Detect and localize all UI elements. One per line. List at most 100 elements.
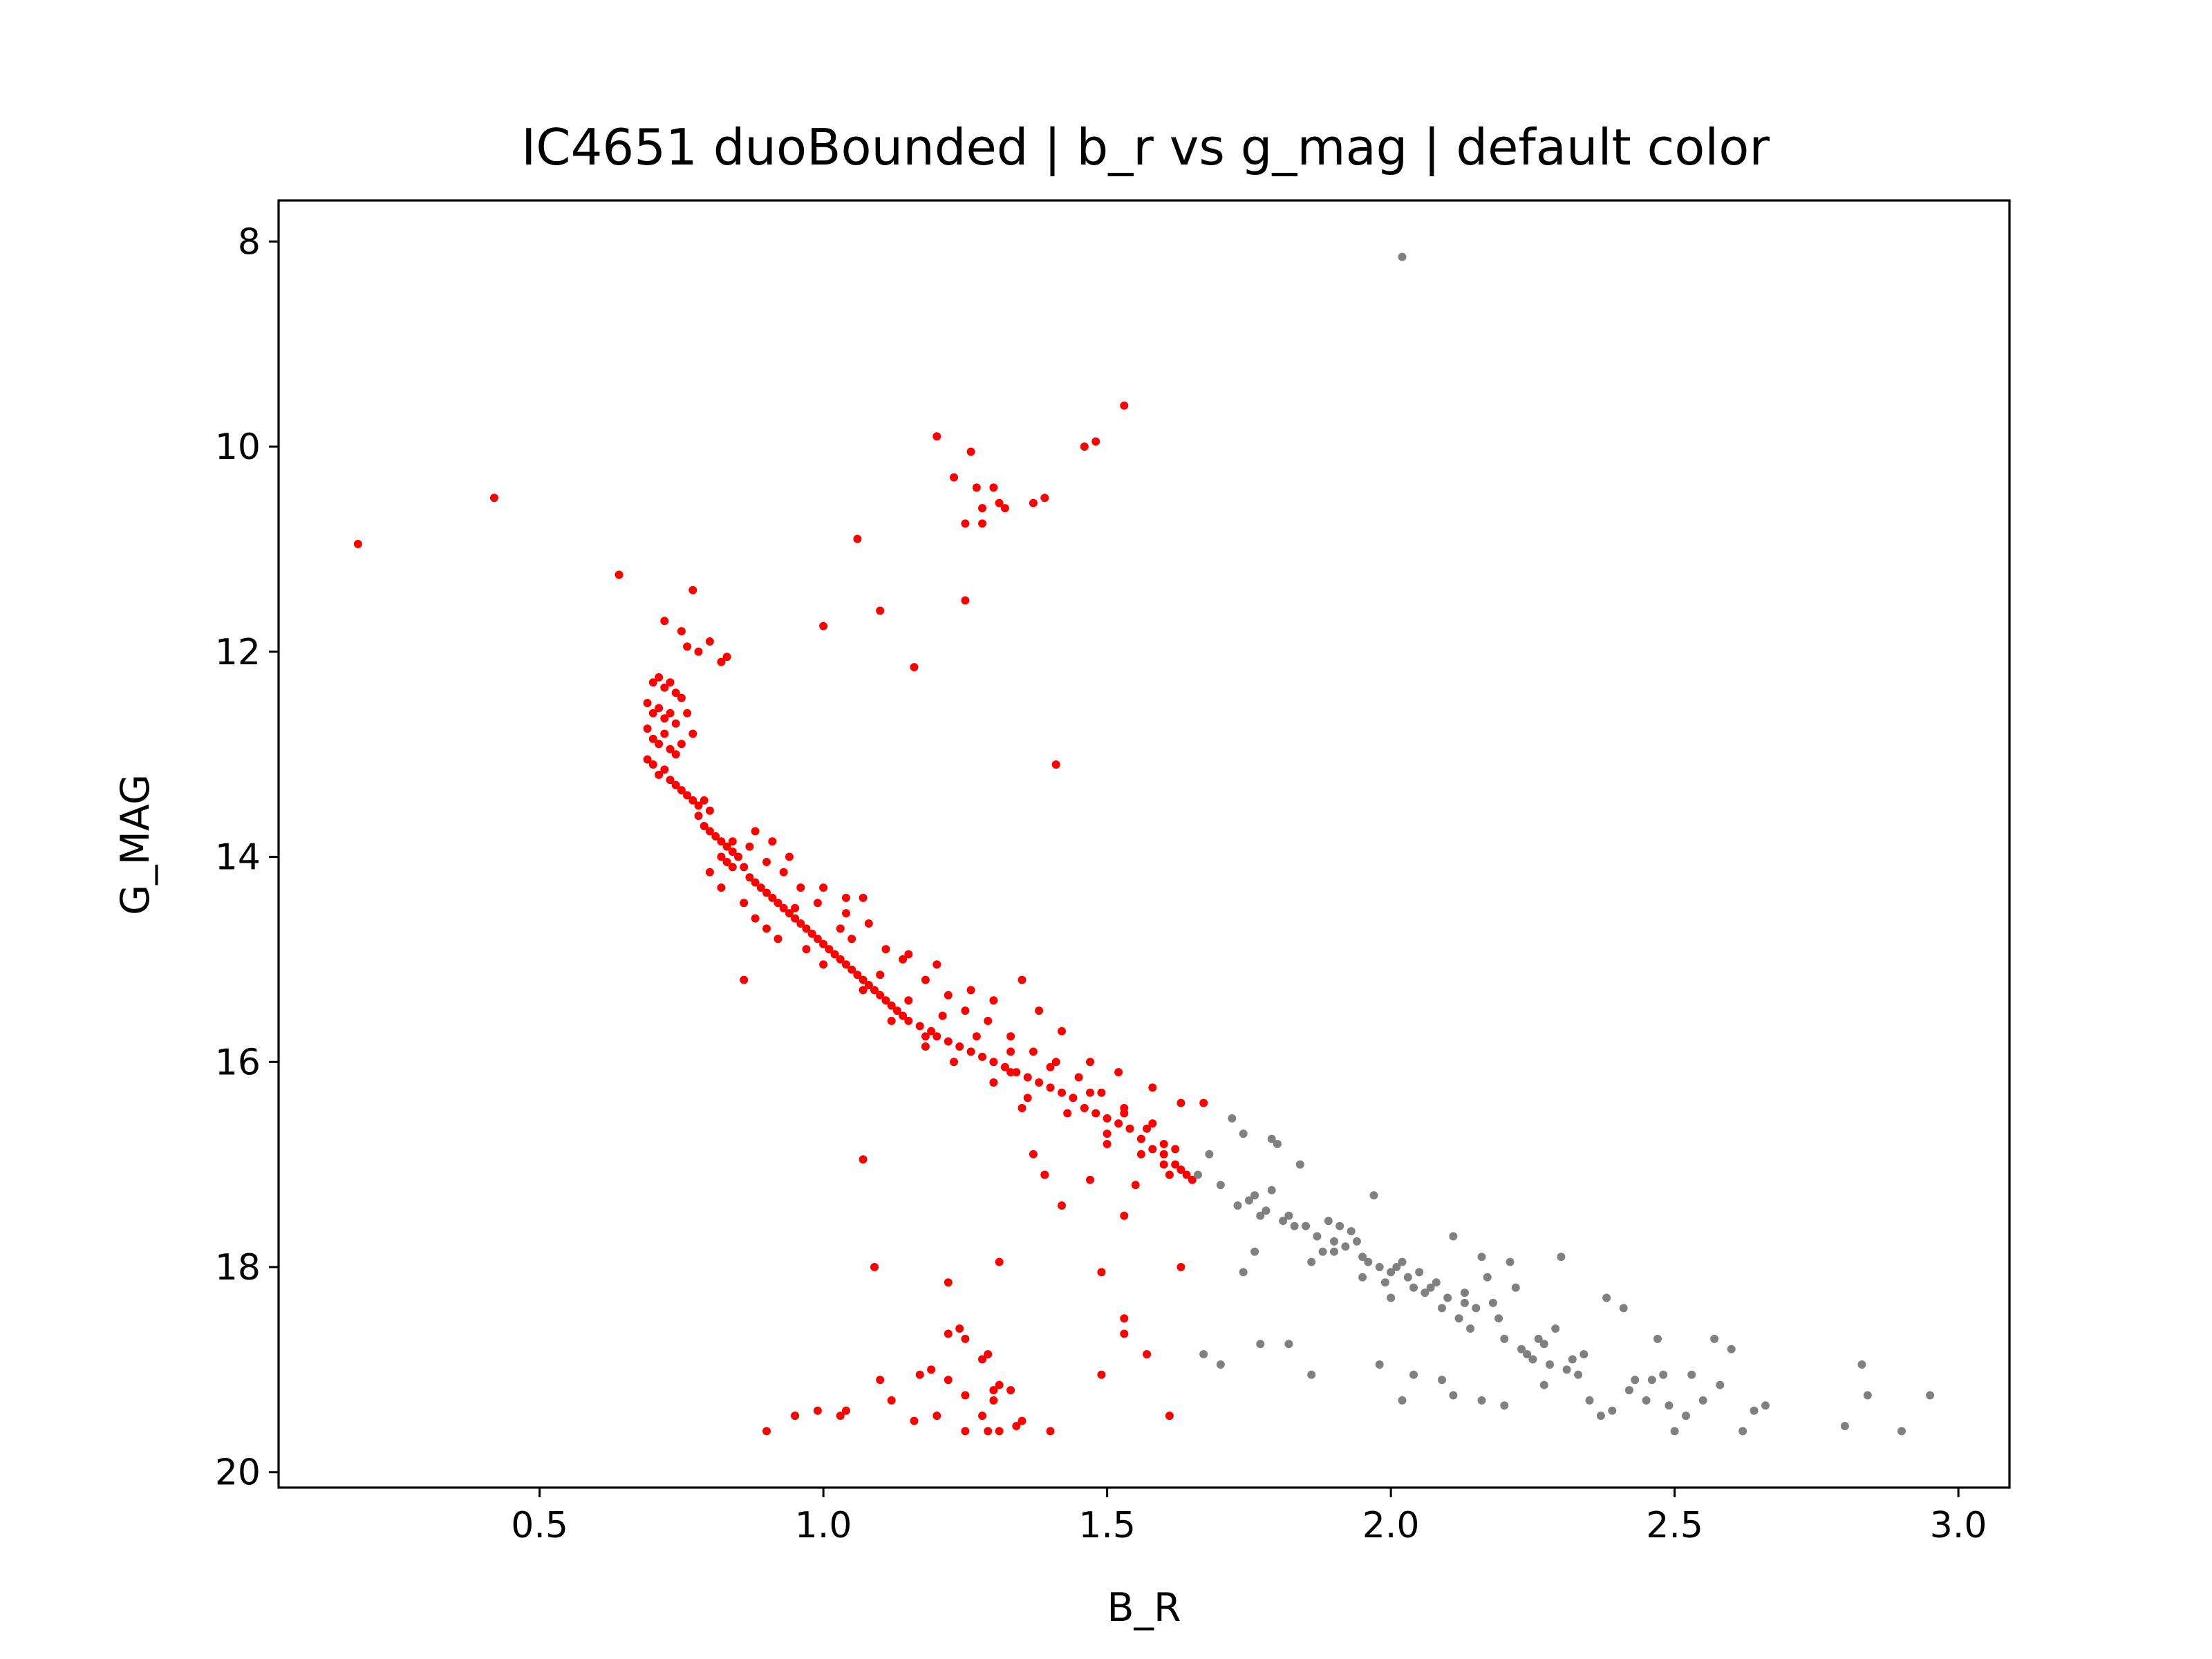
member-star-point — [989, 483, 998, 492]
member-star-point — [1159, 1150, 1168, 1159]
member-star-point — [1046, 1062, 1055, 1071]
member-star-point — [683, 791, 692, 800]
member-star-point — [842, 909, 850, 918]
y-tick-label: 14 — [215, 837, 261, 879]
member-star-point — [853, 971, 862, 980]
member-star-point — [671, 688, 680, 697]
member-star-point — [677, 693, 686, 702]
field-star-point — [1279, 1217, 1288, 1226]
member-star-point — [1148, 1083, 1157, 1092]
member-star-point — [717, 837, 726, 846]
member-star-point — [1029, 1150, 1038, 1159]
field-star-point — [1897, 1427, 1906, 1436]
member-star-point — [1171, 1160, 1180, 1169]
field-star-point — [1426, 1283, 1435, 1292]
field-star-point — [1449, 1391, 1458, 1400]
field-star-point — [1624, 1386, 1633, 1395]
member-star-point — [961, 596, 970, 605]
member-star-point — [717, 883, 726, 892]
member-star-point — [1177, 1263, 1185, 1271]
field-star-point — [1574, 1370, 1583, 1379]
field-star-point — [1392, 1263, 1401, 1271]
y-tick-label: 20 — [215, 1452, 261, 1494]
member-star-point — [876, 971, 885, 980]
x-tick-label: 1.5 — [1078, 1505, 1136, 1546]
member-star-point — [1051, 1058, 1060, 1067]
member-star-point — [978, 1052, 986, 1061]
field-star-point — [1194, 1170, 1202, 1179]
member-star-point — [1148, 1119, 1157, 1128]
y-tick-label: 12 — [215, 632, 261, 673]
member-star-point — [944, 1329, 953, 1338]
member-star-point — [859, 1155, 868, 1164]
member-star-point — [842, 893, 850, 902]
member-star-point — [944, 1037, 953, 1046]
member-star-point — [671, 719, 680, 728]
member-star-point — [842, 1406, 850, 1415]
member-star-point — [819, 621, 828, 630]
member-star-point — [836, 1412, 845, 1421]
member-star-point — [762, 924, 771, 933]
member-star-point — [1171, 1145, 1180, 1154]
member-star-point — [989, 1078, 998, 1087]
member-star-point — [1012, 1068, 1021, 1077]
field-star-point — [1659, 1370, 1668, 1379]
x-tick-label: 3.0 — [1930, 1505, 1987, 1546]
member-star-point — [774, 899, 782, 908]
field-star-point — [1528, 1355, 1537, 1364]
member-star-point — [847, 935, 856, 944]
field-star-point — [1267, 1185, 1276, 1194]
member-star-point — [950, 1058, 958, 1067]
member-star-point — [705, 868, 714, 877]
member-star-point — [688, 796, 697, 805]
member-star-point — [648, 709, 657, 718]
member-star-point — [944, 991, 953, 1000]
member-star-point — [722, 653, 731, 662]
member-star-point — [972, 483, 981, 492]
member-star-point — [870, 986, 879, 995]
member-star-point — [1120, 1329, 1129, 1338]
field-star-point — [1460, 1298, 1469, 1307]
member-star-point — [1114, 1119, 1123, 1128]
member-star-point — [978, 1355, 986, 1364]
field-star-point — [1716, 1380, 1725, 1389]
member-star-point — [915, 1022, 924, 1031]
y-axis-label: G_MAG — [113, 774, 158, 915]
member-star-point — [791, 914, 800, 923]
member-star-point — [995, 1380, 1004, 1389]
field-star-point — [1398, 1257, 1407, 1266]
member-star-point — [1103, 1140, 1112, 1148]
member-star-point — [677, 627, 686, 636]
member-star-point — [915, 1370, 924, 1379]
plot-frame — [277, 199, 2011, 1489]
member-star-point — [1080, 442, 1089, 451]
field-star-point — [1330, 1247, 1338, 1256]
member-star-point — [1006, 1032, 1015, 1041]
member-star-point — [961, 1427, 970, 1436]
member-star-point — [1006, 1068, 1015, 1077]
member-star-point — [944, 1376, 953, 1385]
member-star-point — [1046, 1083, 1055, 1092]
member-star-point — [1165, 1412, 1174, 1421]
field-star-point — [1295, 1160, 1304, 1169]
member-star-point — [666, 709, 675, 718]
field-star-point — [1409, 1370, 1418, 1379]
field-star-point — [1267, 1134, 1276, 1143]
member-star-point — [1136, 1134, 1145, 1143]
field-star-point — [1539, 1340, 1548, 1349]
member-star-point — [728, 863, 737, 872]
member-star-point — [683, 709, 692, 718]
member-star-point — [802, 924, 811, 933]
field-star-point — [1562, 1365, 1571, 1374]
member-star-point — [1035, 1006, 1044, 1015]
field-star-point — [1557, 1253, 1566, 1262]
field-star-point — [1449, 1232, 1458, 1241]
member-star-point — [751, 914, 760, 923]
field-star-point — [1228, 1114, 1237, 1123]
member-star-point — [717, 657, 726, 666]
member-star-point — [791, 1412, 800, 1421]
member-star-point — [694, 647, 703, 656]
member-star-point — [1058, 1027, 1066, 1035]
member-star-point — [1177, 1165, 1185, 1174]
